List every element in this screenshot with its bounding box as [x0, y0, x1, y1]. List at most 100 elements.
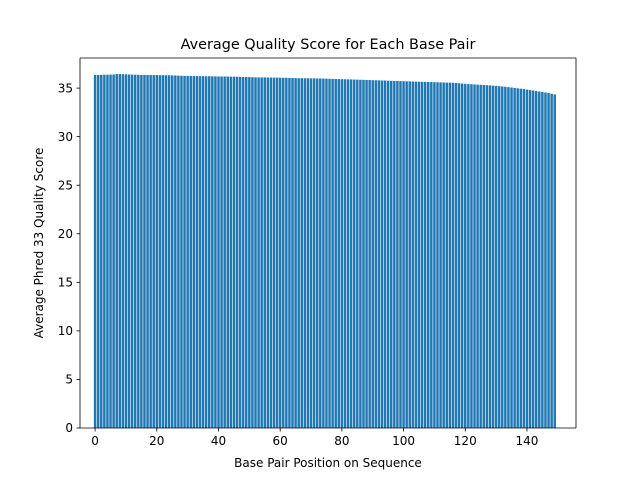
x-tick-label: 0 — [91, 434, 99, 448]
bar — [374, 80, 378, 429]
bar — [550, 93, 553, 428]
bar — [285, 77, 288, 428]
bar — [439, 82, 442, 428]
bar — [368, 80, 371, 428]
bar — [282, 77, 285, 428]
bar — [528, 90, 532, 428]
bar — [251, 77, 254, 429]
bar — [130, 74, 134, 429]
bar — [488, 85, 492, 428]
bar — [334, 78, 337, 428]
bar — [510, 87, 513, 428]
bar — [420, 81, 424, 428]
bar — [328, 78, 331, 428]
bar — [275, 77, 279, 429]
bar — [427, 81, 430, 428]
bar — [121, 74, 125, 429]
bar — [491, 85, 495, 429]
bar — [241, 76, 245, 428]
bar — [433, 82, 436, 429]
bar — [306, 78, 310, 429]
bar — [473, 84, 476, 428]
bar — [356, 79, 359, 429]
bar — [291, 78, 294, 428]
bar-series — [93, 74, 556, 429]
chart-title: Average Quality Score for Each Base Pair — [181, 37, 476, 53]
x-tick-label: 100 — [392, 434, 415, 448]
bar — [448, 82, 452, 429]
bar — [204, 76, 208, 429]
bar — [467, 84, 470, 428]
bar — [414, 81, 418, 429]
bar — [303, 78, 307, 429]
bar — [457, 83, 461, 429]
bar — [143, 74, 146, 428]
x-tick-label: 120 — [454, 434, 477, 448]
bar — [454, 82, 458, 428]
bar — [115, 74, 118, 428]
bar — [538, 91, 541, 428]
bar — [343, 79, 347, 429]
bar — [544, 92, 547, 428]
bar — [516, 88, 519, 429]
y-tick-label: 35 — [58, 81, 73, 95]
y-tick-label: 30 — [58, 130, 73, 144]
bar — [362, 79, 365, 428]
bar — [430, 82, 433, 429]
bar — [152, 75, 155, 429]
bar — [137, 74, 140, 428]
y-tick-label: 5 — [65, 373, 73, 387]
bar — [346, 79, 350, 428]
bar — [494, 85, 498, 428]
bar — [315, 78, 319, 428]
bar — [513, 87, 516, 428]
bar — [411, 81, 415, 428]
bar — [470, 84, 473, 429]
bar — [519, 88, 523, 429]
bar — [408, 81, 411, 428]
bar — [485, 85, 489, 429]
bar — [349, 79, 353, 428]
bar — [297, 78, 300, 429]
bar — [161, 75, 165, 429]
bar — [460, 83, 464, 428]
bar — [522, 89, 526, 429]
bar — [436, 82, 439, 429]
bar — [269, 77, 273, 428]
bar — [272, 77, 276, 429]
bar — [371, 80, 374, 429]
bar — [149, 74, 152, 428]
bar — [214, 76, 217, 428]
bar — [319, 78, 322, 428]
bar — [211, 76, 214, 428]
bar — [405, 81, 408, 429]
bar — [263, 77, 266, 428]
x-tick-label: 20 — [149, 434, 164, 448]
bar — [146, 74, 149, 428]
bar — [386, 80, 390, 428]
bar — [309, 78, 313, 428]
bar — [325, 78, 328, 429]
bar — [109, 74, 112, 429]
bar — [322, 78, 325, 429]
bar — [340, 79, 344, 429]
bar — [232, 76, 236, 429]
bar — [226, 76, 229, 428]
bar — [402, 81, 405, 429]
bar — [278, 77, 282, 428]
bar — [504, 86, 507, 428]
bar — [383, 80, 387, 428]
bar — [525, 89, 529, 428]
y-axis-ticks: 0 5 10 15 20 25 30 35 — [58, 81, 80, 435]
bar — [445, 82, 448, 429]
bar — [399, 81, 402, 429]
bar — [127, 74, 131, 428]
y-tick-label: 0 — [65, 421, 73, 435]
bar — [133, 74, 137, 428]
bar — [192, 76, 196, 429]
bar — [124, 74, 128, 428]
bar — [223, 76, 226, 428]
bar — [195, 76, 199, 429]
y-tick-label: 15 — [58, 276, 73, 290]
bar — [501, 86, 504, 428]
